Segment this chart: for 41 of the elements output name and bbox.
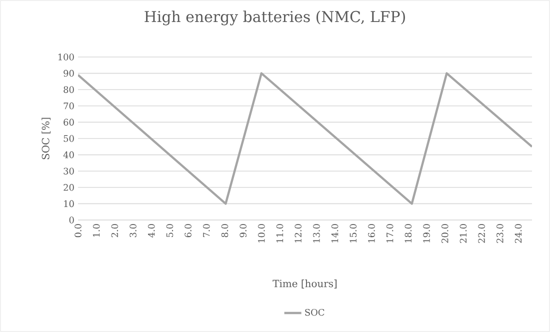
- legend-label: SOC: [305, 308, 324, 316]
- x-tick-label: 2.0: [111, 224, 118, 238]
- y-tick-label: 90: [64, 70, 74, 77]
- y-tick-label: 60: [64, 118, 74, 126]
- x-tick-label: 13.0: [313, 224, 320, 242]
- y-axis-title: SOC [%]: [42, 118, 51, 160]
- x-tick-label: 4.0: [148, 224, 155, 238]
- x-tick-label: 15.0: [350, 224, 357, 242]
- x-tick-label: 14.0: [331, 224, 338, 242]
- y-tick-label: 10: [64, 200, 74, 208]
- x-tick-label: 5.0: [166, 224, 174, 238]
- x-tick-label: 0.0: [74, 224, 82, 238]
- x-tick-label: 18.0: [404, 224, 412, 242]
- x-tick-label: 16.0: [368, 224, 375, 242]
- x-tick-label: 20.0: [441, 224, 448, 243]
- y-tick-label: 40: [63, 151, 74, 158]
- x-tick-label: 1.0: [92, 224, 100, 237]
- line-series: [78, 72, 532, 205]
- x-tick-label: 19.0: [423, 224, 430, 242]
- x-tick-label: 8.0: [221, 224, 228, 238]
- y-tick-label: 30: [64, 168, 74, 174]
- x-tick-label: 23.0: [496, 224, 504, 243]
- x-tick-label: 22.0: [478, 224, 485, 243]
- x-tick-label: 21.0: [460, 224, 467, 243]
- x-tick-label: 24.0: [514, 224, 522, 243]
- y-tick-label: 100: [58, 54, 74, 60]
- x-tick-label: 9.0: [240, 224, 246, 238]
- x-tick-label: 6.0: [184, 224, 192, 238]
- x-tick-label: 7.0: [203, 224, 210, 238]
- y-tick-label: 70: [64, 102, 74, 110]
- x-tick-label: 10.0: [258, 224, 265, 242]
- y-tick-label: 80: [64, 86, 74, 93]
- x-axis-title: Time [hours]: [272, 280, 337, 288]
- y-tick-label: 0: [69, 216, 74, 224]
- chart-title: High energy batteries (NMC, LFP): [144, 10, 405, 26]
- y-tick-label: 50: [64, 135, 74, 142]
- x-tick-label: 3.0: [130, 224, 136, 238]
- x-tick-label: 11.0: [276, 224, 284, 242]
- x-tick-label: 12.0: [294, 224, 302, 242]
- x-tick-label: 17.0: [386, 224, 394, 242]
- y-tick-label: 20: [64, 184, 74, 191]
